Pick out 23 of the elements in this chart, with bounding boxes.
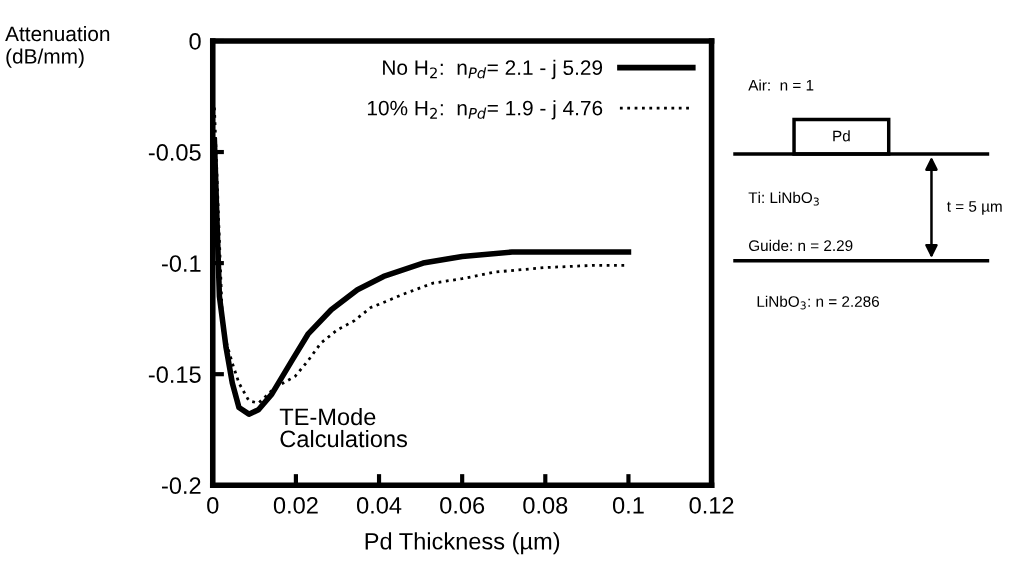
- x-tick-label: 0.08: [523, 496, 568, 514]
- x-tick-label: 0.12: [689, 496, 734, 514]
- legend-label: No H$_{2}$: n$_{Pd}$= 2.1 - j 5.29: [383, 59, 603, 80]
- y-tick-label: -0.1: [162, 255, 201, 272]
- text: Air: n = 1: [748, 79, 814, 91]
- x-tick-label: 0.1: [612, 496, 644, 514]
- text: Guide: n = 2.29: [749, 239, 853, 252]
- y-axis-title: Attenuation (dB/mm): [5, 25, 110, 68]
- text: LiNbO$_{3}$: n = 2.286: [757, 295, 879, 310]
- y-tick-label: -0.2: [162, 477, 201, 495]
- x-tick-label: 0.04: [356, 496, 402, 514]
- x-tick-label: 0.06: [440, 496, 485, 514]
- text: Ti: LiNbO$_{3}$: [748, 191, 819, 206]
- text: Pd: [833, 130, 850, 142]
- legend-label: 10% H$_{2}$: n$_{Pd}$= 1.9 - j 4.76: [367, 100, 603, 120]
- annotation: TE-Mode Calculations: [279, 407, 408, 448]
- x-tick-label: 0: [207, 496, 219, 514]
- y-tick-label: 0: [189, 33, 201, 50]
- y-tick-label: -0.15: [148, 366, 201, 383]
- text: t = 5 µm: [946, 201, 1002, 215]
- x-axis-title: Pd Thickness (µm): [365, 532, 560, 555]
- y-tick-label: -0.05: [148, 144, 201, 161]
- x-tick-label: 0.02: [273, 496, 318, 514]
